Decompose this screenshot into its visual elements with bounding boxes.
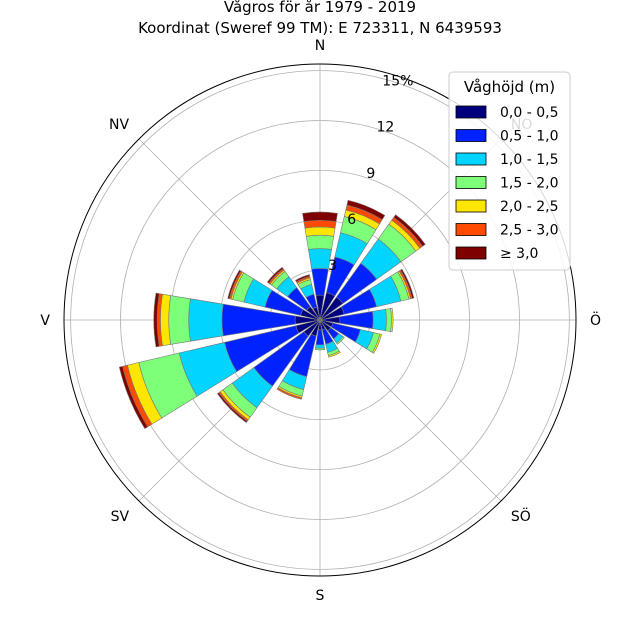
legend-label-0: 0,0 - 0,5 — [500, 105, 558, 121]
legend-label-2: 1,0 - 1,5 — [500, 152, 558, 168]
bar-sector-14-band-6 — [266, 266, 284, 284]
bar-sector-0-band-4 — [304, 226, 336, 237]
outer-ring — [63, 63, 577, 577]
legend-label-4: 2,0 - 2,5 — [500, 199, 558, 215]
legend-label-3: 1,5 - 2,0 — [500, 176, 558, 192]
legend-label-6: ≥ 3,0 — [500, 246, 538, 262]
radial-tick-label: 12 — [377, 120, 395, 136]
direction-label-0: N — [315, 38, 325, 54]
bar-sector-5-band-4 — [371, 333, 382, 354]
bar-sector-4-band-3 — [385, 308, 392, 332]
bar-sector-8-band-3 — [314, 347, 326, 351]
chart-subtitle: Koordinat (Sweref 99 TM): E 723311, N 64… — [138, 19, 502, 37]
legend: Våghöjd (m) 0,0 - 0,5 0,5 - 1,0 1,0 - 1,5 1,… — [448, 71, 571, 271]
bar-sector-10-band-6 — [216, 392, 248, 424]
bar-sector-0-band-5 — [303, 219, 337, 229]
radial-tick-label: 6 — [347, 212, 356, 228]
radial-tick-labels: 3 6 9 12 15% — [328, 74, 413, 274]
bar-sector-12-band-6 — [153, 292, 160, 348]
direction-label-7: NV — [109, 117, 129, 133]
bar-sector-1-band-6 — [346, 199, 386, 221]
bar-sector-12-band-2 — [188, 298, 224, 342]
legend-swatch-0 — [455, 105, 487, 119]
radial-tick-label: 9 — [366, 166, 375, 182]
legend-label-1: 0,5 - 1,0 — [500, 129, 558, 145]
bar-sector-11-band-6 — [118, 365, 149, 430]
bar-sector-15-band-6 — [295, 274, 311, 283]
radial-tick-label: 3 — [328, 258, 337, 274]
direction-label-4: S — [316, 588, 325, 604]
grid-spoke-3 — [319, 319, 502, 502]
bar-sector-3-band-6 — [400, 268, 415, 299]
direction-label-6: V — [40, 313, 50, 329]
chart-title: Vågros för år 1979 - 2019 — [224, 0, 416, 16]
direction-label-3: SÖ — [511, 507, 531, 525]
bar-sector-0-band-3 — [305, 234, 335, 250]
legend-swatch-6 — [455, 246, 487, 260]
bar-sector-12-band-3 — [168, 295, 191, 345]
legend-swatch-5 — [455, 223, 487, 236]
legend-swatch-2 — [455, 152, 487, 166]
legend-swatch-4 — [455, 199, 487, 213]
legend-label-5: 2,5 - 3,0 — [500, 223, 558, 239]
legend-box — [448, 71, 571, 271]
bar-sector-8-band-2 — [315, 344, 325, 349]
direction-label-5: SV — [111, 509, 130, 525]
bar-sector-0-band-1 — [311, 268, 329, 296]
legend-title: Våghöjd (m) — [464, 78, 555, 96]
legend-swatch-1 — [455, 129, 487, 142]
legend-swatch-3 — [455, 176, 487, 189]
bar-sector-9-band-5 — [276, 387, 303, 400]
bar-sector-6-band-3 — [336, 336, 345, 345]
rose-bars — [118, 199, 426, 430]
bar-sector-4-band-2 — [372, 308, 387, 332]
bar-sector-2-band-6 — [393, 214, 426, 247]
bar-sector-0-band-6 — [302, 211, 338, 222]
bar-sector-7-band-4 — [327, 350, 341, 358]
bar-sector-13-band-6 — [227, 269, 242, 300]
radial-tick-label: 15% — [382, 74, 413, 90]
bar-sector-4-band-4 — [390, 307, 394, 333]
direction-label-2: Ö — [590, 311, 601, 329]
